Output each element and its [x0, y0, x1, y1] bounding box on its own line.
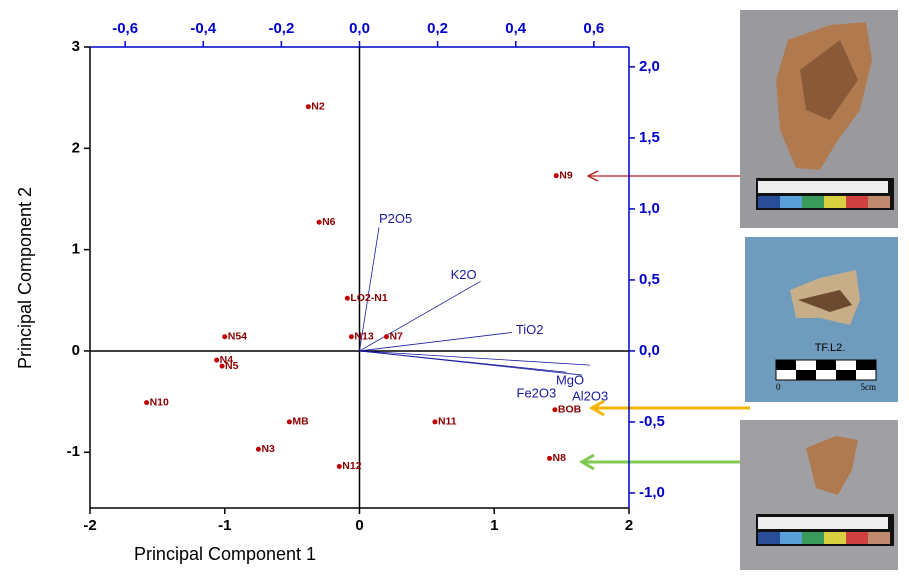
y-axis-label: Principal Component 2: [15, 187, 35, 369]
vector-label: TiO2: [516, 322, 544, 337]
point: [336, 463, 342, 469]
point: [546, 455, 552, 461]
y2-tick-label: 0,0: [639, 342, 660, 359]
y2-tick-label: -1,0: [639, 484, 665, 501]
point: [383, 334, 389, 340]
x-tick-label: 2: [625, 517, 633, 534]
point-label: N11: [438, 416, 457, 428]
loading-vector: [359, 280, 481, 352]
scale-label: 0: [776, 382, 781, 392]
x2-tick-label: -0,6: [112, 20, 138, 37]
photo-top: [740, 10, 898, 228]
point: [348, 334, 354, 340]
vector-label: P2O5: [379, 211, 412, 226]
y-tick-label: 0: [72, 342, 80, 359]
x2-tick-label: -0,2: [268, 20, 294, 37]
point: [219, 363, 225, 369]
point-label: MB: [292, 416, 309, 428]
point-label: N9: [559, 169, 573, 181]
vector-label: K2O: [451, 267, 477, 282]
x-tick-label: -1: [218, 517, 231, 534]
point-label: N2: [311, 101, 325, 113]
vector-label: MgO: [556, 373, 584, 388]
arrows: [579, 170, 750, 471]
y-tick-label: -1: [67, 443, 80, 460]
point: [432, 419, 438, 425]
photo-middle: TF.L2. 0 5cm: [745, 237, 898, 402]
loading-vector: [359, 332, 512, 352]
point: [552, 407, 558, 413]
x2-tick-label: 0,0: [349, 20, 370, 37]
y2-tick-label: 2,0: [639, 58, 660, 75]
photo-caption: TF.L2.: [815, 342, 846, 354]
y-tick-label: 3: [72, 38, 80, 55]
y2-tick-label: 1,5: [639, 129, 660, 146]
x2-tick-label: 0,2: [427, 20, 448, 37]
loading-vector: [359, 227, 380, 351]
vector-label: Fe2O3: [517, 386, 557, 401]
point: [286, 419, 292, 425]
point-label: N6: [322, 216, 336, 228]
point: [214, 357, 220, 363]
y2-tick-label: 1,0: [639, 200, 660, 217]
y-tick-label: 2: [72, 139, 80, 156]
x2-tick-label: 0,6: [583, 20, 604, 37]
point: [316, 219, 322, 225]
point-label: N13: [354, 331, 373, 343]
point: [222, 334, 228, 340]
point: [553, 173, 559, 179]
photo-bottom: [740, 420, 898, 570]
x2-tick-label: 0,4: [505, 20, 527, 37]
point-label: N10: [150, 396, 169, 408]
point-label: N8: [552, 452, 566, 464]
loading-vector: [359, 350, 590, 366]
y2-tick-label: 0,5: [639, 271, 660, 288]
point: [144, 400, 150, 406]
x-axis-label: Principal Component 1: [134, 544, 316, 564]
x-tick-label: -2: [83, 517, 96, 534]
point-label: N5: [225, 360, 239, 372]
point-label: N7: [389, 331, 403, 343]
x-tick-label: 1: [490, 517, 498, 534]
point-label: BOB: [558, 404, 582, 416]
point-label: LO2-N1: [350, 292, 388, 304]
point: [305, 104, 311, 110]
y-tick-label: 1: [72, 241, 80, 258]
point-label: N4: [220, 354, 234, 366]
point-label: N12: [342, 460, 361, 472]
y2-tick-label: -0,5: [639, 413, 665, 430]
point: [344, 295, 350, 301]
x-tick-label: 0: [355, 517, 363, 534]
scale-label: 5cm: [861, 382, 877, 392]
point: [255, 446, 261, 452]
point-label: N54: [228, 331, 247, 343]
vector-label: Al2O3: [572, 389, 608, 404]
point-label: N3: [261, 443, 275, 455]
loading-vector: [359, 350, 583, 376]
x2-tick-label: -0,4: [190, 20, 217, 37]
